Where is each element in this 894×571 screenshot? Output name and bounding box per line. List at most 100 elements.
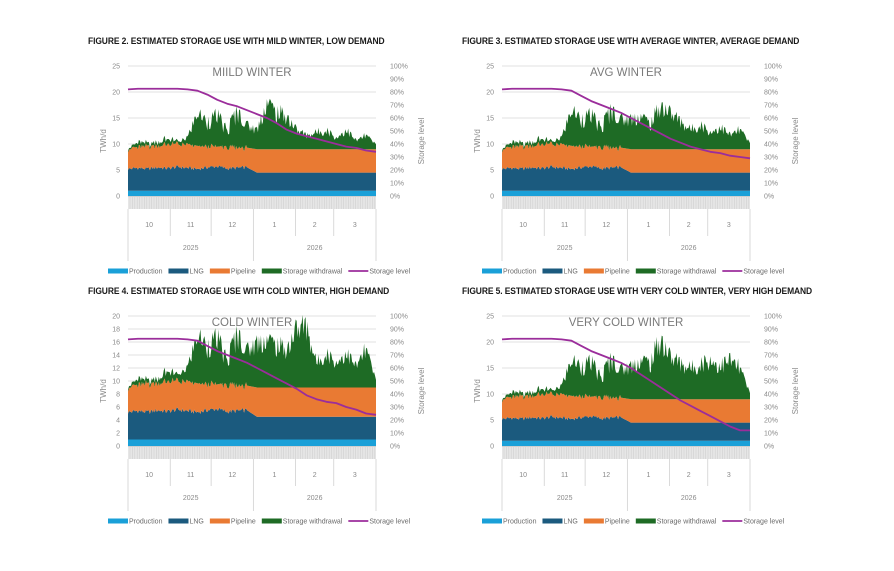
legend-swatch: [261, 518, 282, 524]
storage-level-line: [127, 87, 377, 153]
legend-swatch: [583, 518, 604, 524]
legend-label: Production: [503, 269, 537, 276]
chart-cold-winter: 024681012141618200%10%20%30%40%50%60%70%…: [99, 314, 426, 526]
figure-2: FIGURE 2. ESTIMATED STORAGE USE WITH MIL…: [88, 36, 488, 276]
x-year-label: 2025: [183, 245, 199, 252]
x-month-label: 3: [727, 472, 731, 479]
y-tick-label: 0: [116, 194, 120, 201]
chart-annotation: AVG WINTER: [590, 67, 662, 79]
y-tick-label: 0: [116, 444, 120, 451]
area-storage-withdrawal: [502, 335, 750, 403]
y2-axis-label: Storage level: [791, 117, 800, 164]
y-tick-label: 14: [112, 353, 120, 360]
area-pipeline: [128, 141, 376, 173]
legend-item: Storage withdrawal: [261, 268, 343, 276]
y2-tick-label: 60%: [764, 366, 778, 373]
y2-tick-label: 50%: [764, 379, 778, 386]
legend-swatch: [583, 268, 604, 274]
y2-tick-label: 30%: [390, 155, 404, 162]
area-pipeline: [128, 377, 376, 417]
x-year-label: 2026: [307, 495, 323, 502]
x-year-label: 2025: [557, 495, 573, 502]
legend-item: Storage level: [348, 519, 411, 526]
x-year-label: 2026: [681, 495, 697, 502]
x-axis-band: [502, 447, 750, 459]
legend-label: Storage withdrawal: [283, 519, 343, 526]
x-month-label: 11: [561, 472, 568, 479]
x-axis-band: [128, 447, 376, 459]
y-tick-label: 15: [486, 116, 494, 123]
legend-swatch: [108, 268, 128, 274]
y-tick-label: 10: [486, 142, 494, 149]
y2-tick-label: 10%: [390, 181, 404, 188]
legend-item: Pipeline: [209, 518, 256, 526]
x-month-label: 10: [519, 472, 527, 479]
y2-tick-label: 80%: [764, 340, 778, 347]
figure-title: FIGURE 3. ESTIMATED STORAGE USE WITH AVE…: [462, 36, 800, 46]
y-tick-label: 25: [486, 314, 494, 321]
legend-label: LNG: [563, 269, 577, 276]
legend-item: Production: [482, 518, 537, 526]
legend-label: Storage withdrawal: [657, 519, 717, 526]
y2-tick-label: 70%: [390, 353, 404, 360]
legend-swatch: [209, 518, 230, 524]
x-year-label: 2025: [557, 245, 573, 252]
y2-tick-label: 80%: [390, 90, 404, 97]
x-month-label: 2: [313, 222, 317, 229]
x-month-label: 12: [228, 472, 236, 479]
x-month-label: 10: [145, 222, 153, 229]
legend-item: Pipeline: [209, 268, 256, 276]
legend-swatch: [108, 518, 128, 524]
legend-label: Storage level: [743, 269, 784, 276]
y-tick-label: 0: [490, 194, 494, 201]
y2-tick-label: 10%: [764, 431, 778, 438]
area-lng: [128, 165, 376, 191]
y2-tick-label: 20%: [764, 168, 778, 175]
y2-tick-label: 60%: [390, 116, 404, 123]
legend-label: LNG: [563, 519, 577, 526]
y-tick-label: 10: [112, 142, 120, 149]
y2-axis-label: Storage level: [417, 367, 426, 414]
legend-label: Storage withdrawal: [283, 269, 343, 276]
y-tick-label: 20: [486, 90, 494, 97]
x-month-label: 1: [273, 472, 277, 479]
figure-title: FIGURE 5. ESTIMATED STORAGE USE WITH VER…: [462, 286, 813, 296]
x-year-label: 2025: [183, 495, 199, 502]
chart-annotation: COLD WINTER: [212, 317, 293, 329]
legend-swatch: [635, 518, 656, 524]
y-tick-label: 6: [116, 405, 120, 412]
x-month-label: 10: [519, 222, 527, 229]
legend-item: Storage withdrawal: [635, 518, 717, 526]
y-tick-label: 15: [486, 366, 494, 373]
storage-level-line: [501, 87, 751, 160]
y2-tick-label: 80%: [764, 90, 778, 97]
y2-tick-label: 100%: [764, 314, 782, 321]
y2-tick-label: 50%: [390, 379, 404, 386]
legend-item: Pipeline: [583, 268, 630, 276]
y2-tick-label: 20%: [764, 418, 778, 425]
y2-tick-label: 100%: [390, 64, 408, 71]
legend-item: LNG: [542, 268, 578, 276]
legend: Production LNG Pipeline Storage withdrawal S…: [108, 268, 411, 276]
y-axis-label: TWh/d: [473, 129, 482, 153]
x-year-label: 2026: [307, 245, 323, 252]
x-month-label: 2: [687, 472, 691, 479]
y2-tick-label: 0%: [390, 194, 400, 201]
y-tick-label: 15: [112, 116, 120, 123]
legend-label: Production: [129, 519, 163, 526]
legend-label: Storage level: [369, 269, 410, 276]
legend-item: LNG: [168, 518, 204, 526]
y2-tick-label: 10%: [390, 431, 404, 438]
area-production: [128, 439, 376, 446]
legend-item: Production: [108, 518, 163, 526]
legend-item: Storage withdrawal: [261, 518, 343, 526]
y-tick-label: 12: [112, 366, 120, 373]
legend-label: Storage level: [743, 519, 784, 526]
x-month-label: 2: [687, 222, 691, 229]
y2-tick-label: 60%: [390, 366, 404, 373]
x-month-label: 11: [561, 222, 568, 229]
y-tick-label: 10: [112, 379, 120, 386]
x-month-label: 10: [145, 472, 153, 479]
legend-label: Production: [129, 269, 163, 276]
area-pipeline: [502, 141, 750, 173]
